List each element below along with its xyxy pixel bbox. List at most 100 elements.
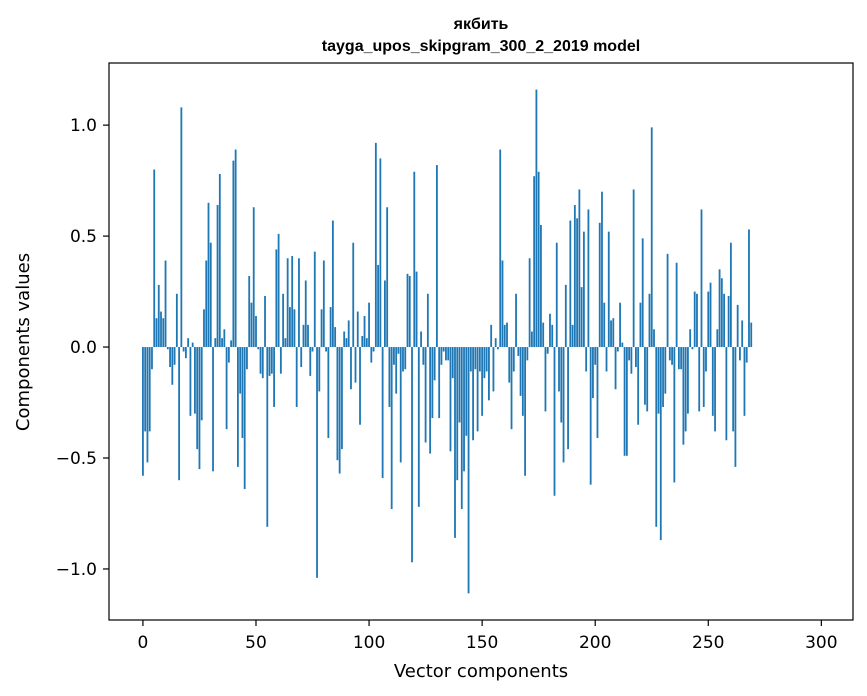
y-axis-label: Components values bbox=[13, 253, 34, 431]
bar-129 bbox=[433, 347, 436, 381]
y-tick-label: 1.0 bbox=[70, 116, 97, 136]
bar-63 bbox=[284, 338, 287, 348]
bar-79 bbox=[320, 309, 323, 348]
bar-71 bbox=[302, 324, 305, 348]
bar-230 bbox=[662, 347, 664, 407]
bar-174 bbox=[535, 89, 538, 348]
bar-215 bbox=[628, 347, 631, 361]
bar-32 bbox=[214, 338, 217, 348]
bar-18 bbox=[182, 347, 185, 352]
bar-226 bbox=[653, 329, 655, 348]
bar-182 bbox=[553, 347, 556, 496]
bar-263 bbox=[736, 304, 739, 348]
bar-245 bbox=[696, 293, 698, 348]
bar-132 bbox=[440, 347, 443, 365]
bar-62 bbox=[282, 293, 285, 348]
bar-69 bbox=[298, 258, 300, 348]
bar-161 bbox=[506, 322, 508, 348]
bar-158 bbox=[499, 149, 502, 348]
bar-24 bbox=[196, 347, 199, 450]
bar-214 bbox=[625, 347, 628, 456]
bar-34 bbox=[218, 173, 221, 348]
bar-38 bbox=[227, 347, 230, 363]
bar-64 bbox=[286, 258, 289, 348]
bar-112 bbox=[395, 347, 398, 394]
bar-227 bbox=[655, 347, 658, 527]
bar-137 bbox=[451, 347, 454, 379]
bar-250 bbox=[707, 291, 710, 348]
bar-120 bbox=[413, 171, 416, 348]
bar-84 bbox=[331, 220, 334, 348]
bar-233 bbox=[668, 347, 671, 361]
bar-155 bbox=[492, 347, 495, 392]
bar-11 bbox=[166, 347, 169, 350]
bar-188 bbox=[567, 347, 569, 450]
bar-241 bbox=[687, 347, 689, 414]
bar-83 bbox=[329, 307, 332, 348]
bar-172 bbox=[530, 331, 533, 348]
bar-223 bbox=[646, 347, 649, 412]
bar-209 bbox=[614, 347, 617, 390]
bar-192 bbox=[576, 218, 579, 348]
y-axis-ticks: −1.0 −0.5 0.0 0.5 1.0 bbox=[56, 116, 109, 580]
bar-267 bbox=[745, 347, 748, 363]
bar-series bbox=[142, 89, 753, 594]
bar-143 bbox=[465, 347, 468, 436]
bar-65 bbox=[289, 307, 291, 348]
bar-160 bbox=[503, 324, 506, 348]
bar-148 bbox=[476, 347, 479, 432]
bar-8 bbox=[160, 311, 162, 348]
bar-167 bbox=[519, 347, 522, 396]
bar-116 bbox=[404, 347, 407, 370]
bar-25 bbox=[198, 347, 201, 470]
bar-231 bbox=[664, 347, 667, 394]
bar-247 bbox=[700, 209, 703, 348]
bar-196 bbox=[585, 347, 588, 372]
bar-86 bbox=[336, 347, 339, 461]
bar-200 bbox=[594, 347, 597, 365]
bar-10 bbox=[164, 260, 167, 348]
bar-258 bbox=[725, 347, 728, 441]
bar-139 bbox=[456, 347, 459, 481]
bar-97 bbox=[361, 335, 364, 348]
bar-42 bbox=[237, 347, 239, 467]
bar-111 bbox=[393, 347, 395, 365]
bar-123 bbox=[420, 331, 422, 348]
chart-title-line1: якбить bbox=[453, 16, 509, 33]
bar-254 bbox=[716, 329, 719, 348]
bar-23 bbox=[194, 347, 196, 414]
bar-54 bbox=[264, 296, 266, 348]
y-tick-label: −1.0 bbox=[56, 560, 97, 580]
bar-77 bbox=[316, 347, 318, 578]
bar-186 bbox=[562, 347, 565, 463]
bar-87 bbox=[338, 347, 341, 474]
bar-180 bbox=[549, 313, 551, 348]
bar-224 bbox=[648, 293, 651, 348]
bar-98 bbox=[363, 315, 366, 348]
bar-72 bbox=[304, 280, 307, 348]
bar-221 bbox=[641, 238, 644, 348]
bar-262 bbox=[734, 347, 737, 467]
bar-268 bbox=[748, 229, 750, 348]
bar-257 bbox=[723, 293, 726, 348]
bar-126 bbox=[426, 293, 429, 348]
bar-185 bbox=[560, 347, 563, 423]
bar-183 bbox=[555, 242, 558, 348]
bar-100 bbox=[368, 302, 370, 348]
bar-15 bbox=[175, 293, 178, 348]
bar-179 bbox=[546, 347, 549, 354]
y-tick-label: 0.5 bbox=[70, 227, 97, 247]
bar-76 bbox=[313, 251, 316, 348]
bar-108 bbox=[386, 207, 389, 348]
bar-159 bbox=[501, 260, 504, 348]
x-tick-label: 300 bbox=[805, 633, 837, 653]
bar-218 bbox=[635, 347, 637, 368]
bar-93 bbox=[352, 242, 355, 348]
bar-6 bbox=[155, 318, 158, 348]
bar-73 bbox=[307, 324, 309, 348]
bar-195 bbox=[582, 231, 585, 348]
bar-113 bbox=[397, 347, 400, 354]
bar-153 bbox=[488, 347, 490, 401]
chart-title-line2: tayga_upos_skipgram_300_2_2019 model bbox=[322, 38, 640, 55]
bar-170 bbox=[526, 347, 529, 361]
